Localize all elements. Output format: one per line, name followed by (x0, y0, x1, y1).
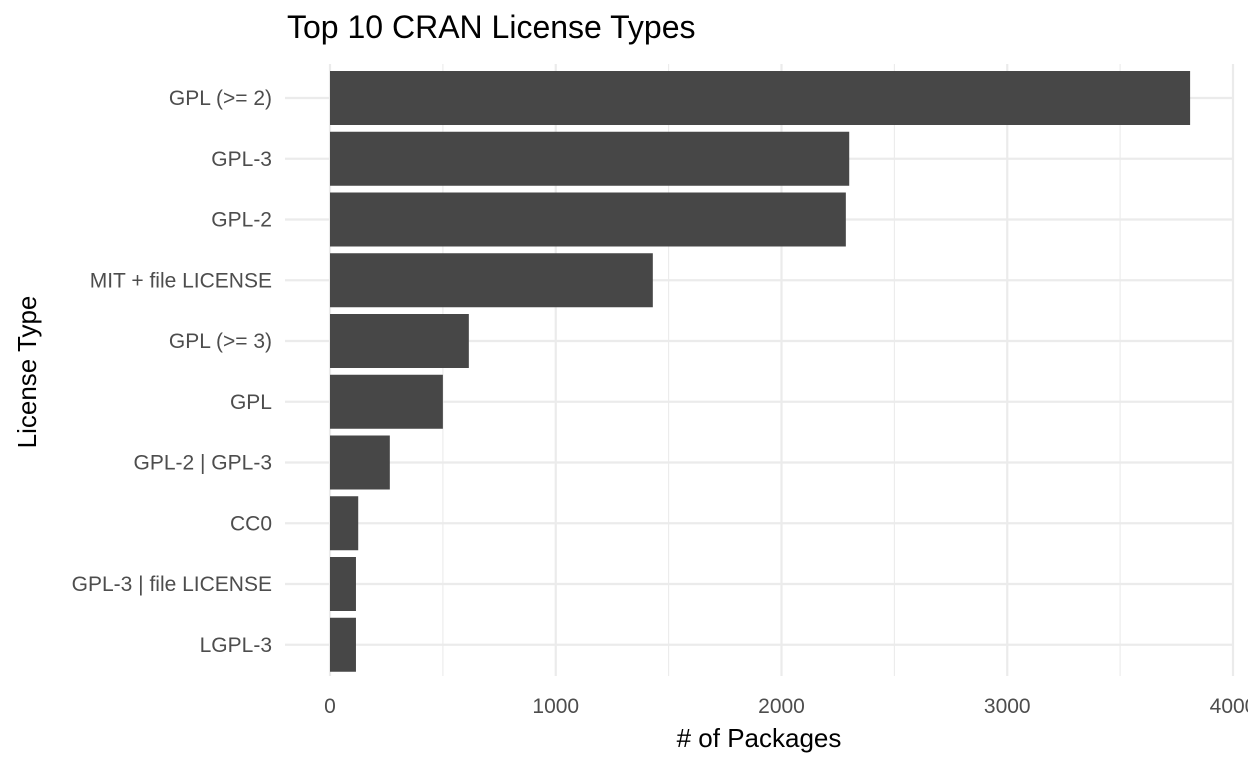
bar (330, 557, 356, 611)
x-tick-label: 2000 (758, 695, 805, 718)
bar (330, 435, 390, 490)
x-axis-title: # of Packages (677, 723, 842, 753)
bar (330, 131, 850, 186)
bar (330, 253, 653, 308)
x-tick-label: 1000 (532, 695, 579, 718)
bar (330, 496, 359, 551)
y-tick-label: GPL-3 | file LICENSE (72, 573, 272, 596)
x-tick-label: 4000 (1210, 695, 1248, 718)
bars (330, 71, 1191, 672)
y-tick-label: MIT + file LICENSE (90, 269, 272, 292)
y-tick-label: GPL-2 | GPL-3 (133, 452, 272, 475)
y-axis-title: License Type (12, 296, 42, 449)
y-tick-label: GPL-2 (211, 209, 272, 232)
y-tick-label: LGPL-3 (200, 634, 272, 657)
y-tick-label: CC0 (230, 512, 272, 535)
x-tick-label: 0 (324, 695, 336, 718)
bar (330, 314, 469, 368)
bar (330, 617, 356, 672)
y-tick-label: GPL (>= 2) (169, 87, 272, 110)
y-axis-ticks: GPL (>= 2) GPL-3 GPL-2 MIT + file LICENSE GP… (72, 87, 272, 657)
chart-title: Top 10 CRAN License Types (287, 9, 696, 45)
x-tick-label: 3000 (984, 695, 1031, 718)
bar (330, 71, 1191, 125)
y-tick-label: GPL (230, 391, 272, 414)
x-axis-ticks: 0 1000 2000 3000 4000 (324, 695, 1248, 718)
bar (330, 374, 443, 429)
y-tick-label: GPL (>= 3) (169, 330, 272, 353)
y-tick-label: GPL-3 (211, 148, 272, 171)
bar (330, 192, 846, 247)
